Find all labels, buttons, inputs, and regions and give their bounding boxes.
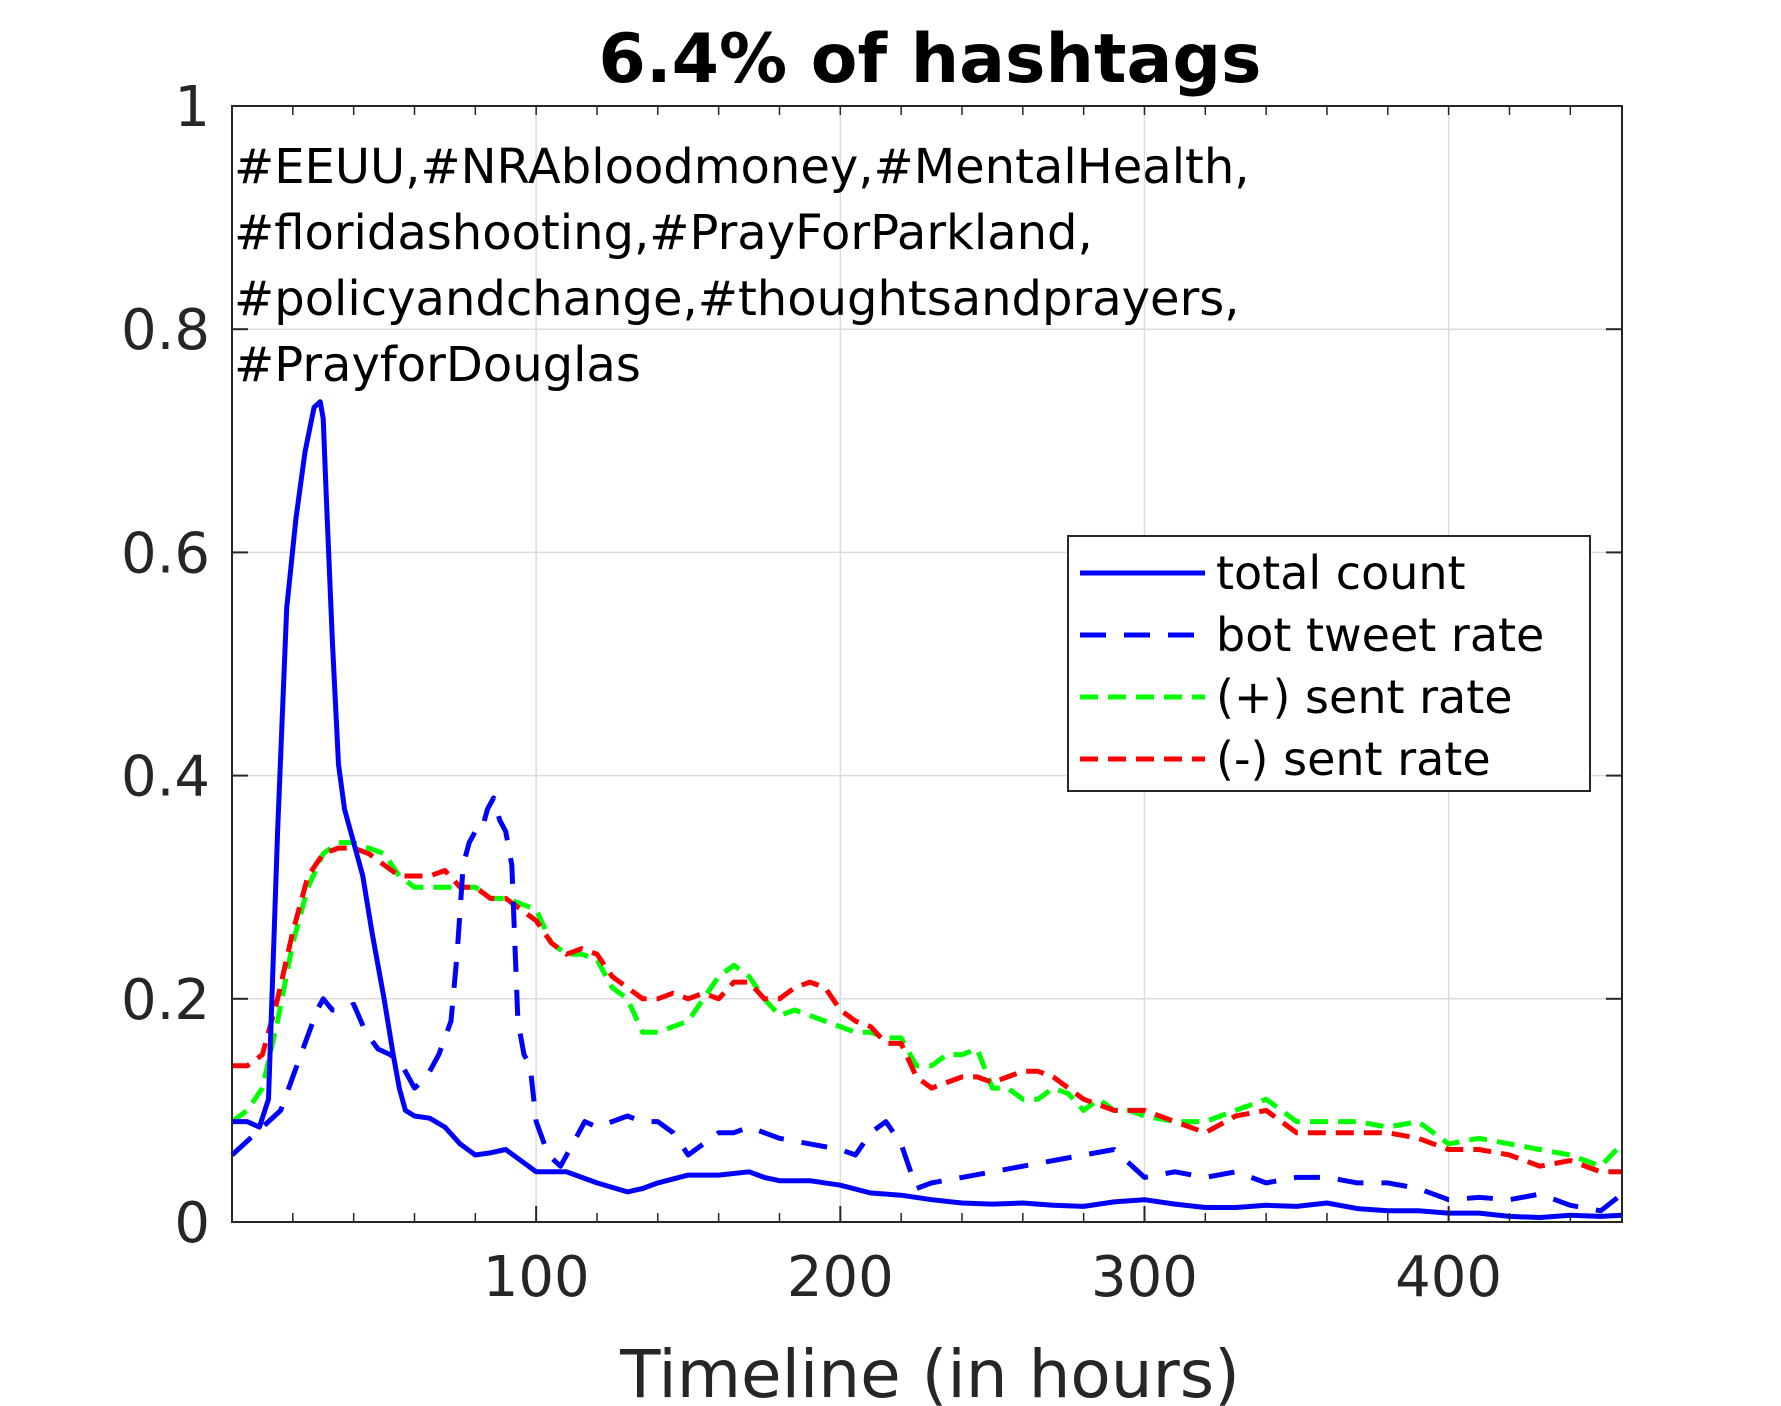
hashtag-annotation: #EEUU,#NRAbloodmoney,#MentalHealth, #flor… — [234, 139, 1250, 393]
x-axis-label: Timeline (in hours) — [619, 1336, 1240, 1406]
legend-label: (-) sent rate — [1216, 732, 1491, 786]
y-tick-label: 0.4 — [121, 745, 210, 810]
x-tick-label: 300 — [1091, 1245, 1198, 1310]
series-line-1 — [230, 795, 1624, 1214]
y-tick-label: 0 — [174, 1191, 210, 1256]
annotation-line: #floridashooting,#PrayForParkland, — [234, 205, 1093, 261]
legend-box — [1067, 535, 1591, 792]
legend-label: total count — [1216, 546, 1466, 600]
axis-ticks: 100 200 300 400 0 0.2 0.4 0.6 0.8 1 — [121, 75, 1622, 1310]
annotation-line: #PrayforDouglas — [234, 337, 641, 393]
y-tick-label: 0.6 — [121, 521, 210, 586]
plot-series — [230, 399, 1624, 1220]
x-tick-label: 200 — [787, 1245, 894, 1310]
series-line-2 — [230, 840, 1624, 1169]
x-tick-label: 400 — [1395, 1245, 1502, 1310]
series-line-0 — [232, 399, 1623, 1220]
y-tick-label: 0.2 — [121, 968, 210, 1033]
legend-label: (+) sent rate — [1216, 670, 1513, 724]
y-tick-label: 1 — [174, 75, 210, 140]
series-line-3 — [232, 845, 1622, 1175]
y-tick-label: 0.8 — [121, 298, 210, 363]
x-tick-label: 100 — [483, 1245, 590, 1310]
annotation-line: #policyandchange,#thoughtsandprayers, — [234, 271, 1240, 327]
legend-label: bot tweet rate — [1216, 608, 1544, 662]
annotation-line: #EEUU,#NRAbloodmoney,#MentalHealth, — [234, 139, 1250, 195]
chart-title: 6.4% of hashtags — [599, 20, 1262, 99]
axes-box — [231, 105, 1623, 1223]
legend: total count bot tweet rate (+) sent rate (-… — [1067, 535, 1591, 792]
